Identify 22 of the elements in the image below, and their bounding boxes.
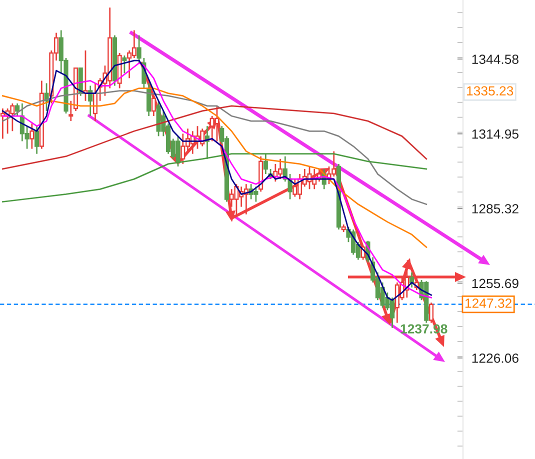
y-tick-label: 1255.69 <box>472 278 518 288</box>
candlestick <box>30 122 34 150</box>
text: 1335.23 <box>467 86 514 96</box>
y-tick-label: 1226.06 <box>472 354 518 363</box>
candlestick <box>44 82 49 112</box>
line-series <box>2 88 428 248</box>
candlestick <box>34 125 40 155</box>
candlestick <box>428 302 434 324</box>
candlestick <box>15 102 20 117</box>
line-series <box>2 153 428 202</box>
ref-line-label: 1247.32 <box>465 298 512 308</box>
candlestick <box>68 100 74 122</box>
candlestick <box>263 153 268 175</box>
candlestick <box>88 85 93 117</box>
line-series <box>2 90 428 205</box>
y-tick-label: 1285.32 <box>472 204 518 214</box>
candlestick <box>151 92 156 117</box>
y-tick-label: 1314.95 <box>472 129 518 139</box>
line-series <box>2 105 428 170</box>
candlestick <box>410 272 414 288</box>
candlestick <box>122 54 127 74</box>
y-tick-label: 1344.58 <box>472 54 518 64</box>
